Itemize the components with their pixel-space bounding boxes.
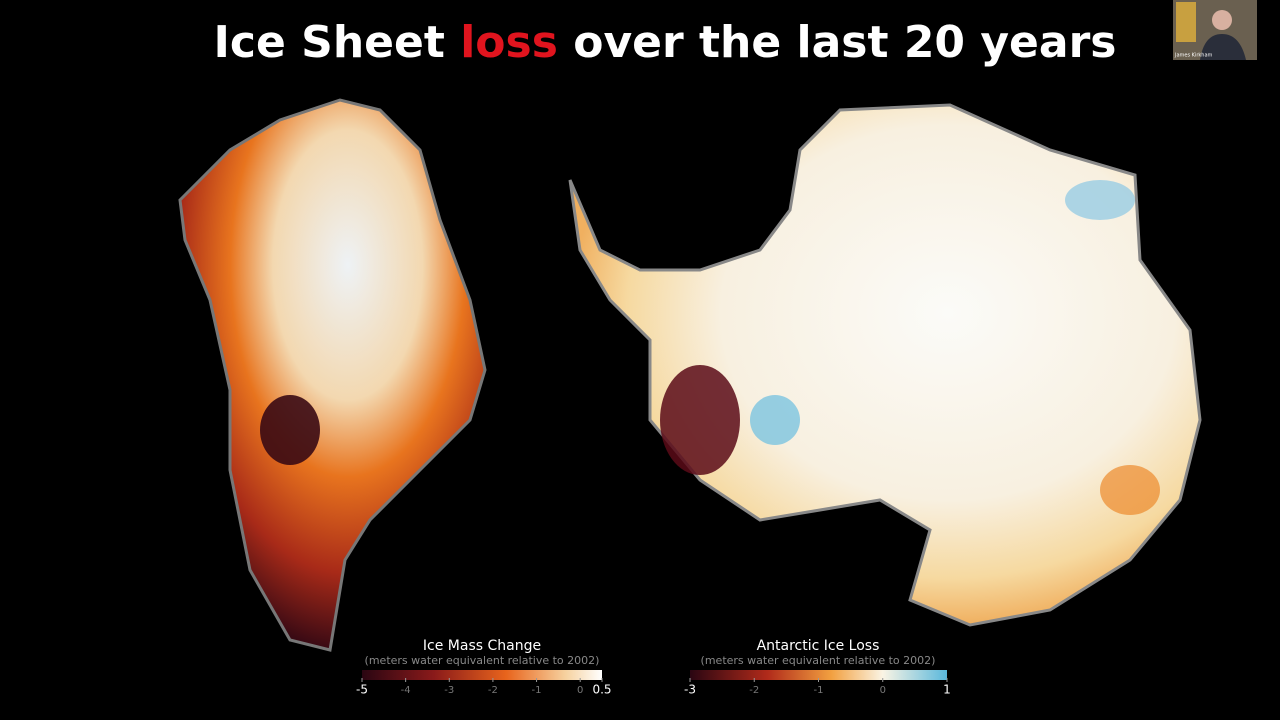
colorbar-tick-label: -5: [356, 683, 368, 697]
colorbar-tick-label: -1: [532, 685, 542, 696]
colorbar-tick-label: -4: [401, 685, 411, 696]
colorbar-tick-label: -2: [488, 685, 498, 696]
colorbar-tick-label: 0.5: [592, 683, 611, 697]
colorbar-tick-label: -1: [814, 685, 824, 696]
colorbar-tick-label: -3: [684, 683, 696, 697]
legend: Ice Mass Change (meters water equivalent…: [356, 638, 612, 697]
colorbar-tick-label: -2: [749, 685, 759, 696]
legend-subtitle: (meters water equivalent relative to 200…: [701, 654, 936, 667]
slide-title: Ice Sheet loss over the last 20 years: [214, 17, 1117, 68]
colorbar-tick-label: 0: [880, 685, 886, 696]
colorbar: [690, 670, 947, 680]
legend-title: Antarctic Ice Loss: [757, 638, 880, 654]
greenland-map: [178, 98, 487, 652]
legend-subtitle: (meters water equivalent relative to 200…: [365, 654, 600, 667]
colorbar-tick-label: -3: [444, 685, 454, 696]
colorbar-tick-label: 0: [577, 685, 583, 696]
webcam: James Kirkham: [1173, 0, 1257, 60]
legend: Antarctic Ice Loss (meters water equival…: [684, 638, 951, 697]
colorbar-tick-label: 1: [943, 683, 951, 697]
legend-title: Ice Mass Change: [423, 638, 541, 654]
colorbar: [362, 670, 602, 680]
presenter-name: James Kirkham: [1174, 53, 1213, 59]
